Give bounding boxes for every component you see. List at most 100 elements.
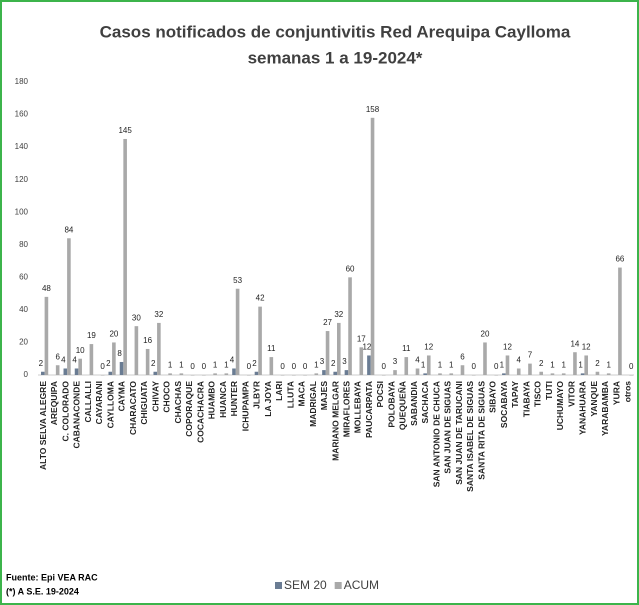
data-label: 42 [256,294,265,303]
data-label: 4 [516,356,521,365]
bar [483,342,487,375]
data-label: 1 [213,360,218,369]
x-tick-label: SAN JUAN DE SIGUAS [443,381,453,474]
data-label: 1 [449,360,454,369]
y-tick-label: 60 [19,272,28,281]
x-tick-label: VITOR [566,381,576,407]
data-label: 1 [550,360,555,369]
data-label: 27 [323,318,332,327]
bar [449,373,454,375]
data-label: 2 [252,359,257,368]
bar [325,331,330,375]
data-label: 0 [202,362,207,371]
y-tick-label: 100 [15,207,29,216]
y-tick-label: 0 [24,370,29,379]
x-tick-label: ALTO SELVA ALEGRE [38,381,48,470]
bar [213,373,217,375]
bar [322,370,326,375]
data-label: 11 [402,344,411,353]
x-tick-label: SANTA ISABEL DE SIGUAS [465,381,475,492]
data-label: 84 [64,225,73,234]
bar [367,355,371,375]
bar [629,375,633,376]
y-tick-label: 120 [15,175,29,184]
data-label: 7 [528,351,533,360]
footnote: Fuente: Epi VEA RAC [6,572,98,582]
data-label: 1 [421,360,426,369]
bar [580,373,585,375]
bar [224,373,229,375]
data-label: 0 [190,362,195,371]
data-label: 53 [233,276,242,285]
x-tick-label: SACHACA [420,381,430,424]
x-tick-label: LA JOYA [263,381,273,417]
bar [153,371,158,375]
data-label: 14 [570,339,579,348]
x-tick-label: TIABAYA [521,381,531,417]
x-tick-label: LARI [274,381,284,401]
data-label: 0 [629,362,634,371]
data-label: 8 [117,349,122,358]
chart-title: Casos notificados de conjuntivitis Red A… [100,22,571,41]
x-tick-label: CHARACATO [128,381,138,435]
y-tick-label: 180 [15,77,29,86]
x-tick-label: SAN ANTONIO DE CHUCA [431,381,441,487]
bar [269,357,274,375]
bar [618,267,622,375]
data-label: 145 [118,126,132,135]
x-tick-label: CAYLLOMA [105,381,115,428]
y-tick-label: 40 [19,305,28,314]
bar [247,375,251,376]
bar [119,361,124,375]
data-label: 4 [230,356,235,365]
bar [528,363,532,375]
data-label: 60 [346,264,355,273]
x-tick-label: MARIANO MELGAR [330,381,340,461]
data-label: 20 [481,330,490,339]
bar [426,355,431,375]
data-label: 1 [224,360,229,369]
x-tick-label: CHACHAS [173,381,183,424]
x-tick-label: SAN JUAN DE TARUCANI [454,381,464,485]
x-tick-label: TUTI [544,381,554,400]
x-tick-label: MACA [297,381,307,407]
bar [100,375,105,376]
bar [280,375,285,376]
x-tick-label: HUANCA [218,381,228,418]
y-tick-label: 20 [19,338,28,347]
x-tick-label: AREQUIPA [49,381,59,425]
data-label: 0 [292,362,297,371]
data-label: 1 [179,360,184,369]
data-label: 16 [143,336,152,345]
data-label: 12 [424,343,433,352]
legend-label: ACUM [344,578,379,592]
bar [404,357,409,375]
data-label: 48 [42,284,51,293]
bar [123,138,127,375]
x-tick-label: SOCABAYA [499,381,509,428]
bar [333,371,337,375]
legend-swatch [275,582,282,589]
bar [423,373,427,375]
bar [134,326,139,375]
bar [539,371,544,375]
data-label: 4 [61,356,66,365]
bar [55,365,60,375]
bar [370,117,375,376]
data-label: 2 [151,359,156,368]
data-label: 4 [72,356,77,365]
bar [179,373,184,375]
bar [344,370,349,375]
bar [348,277,352,375]
x-tick-label: JLBYR [252,381,262,409]
bar [41,371,45,375]
bar [168,373,172,375]
bar [314,373,319,375]
data-label: 6 [460,352,465,361]
x-tick-label: HUAMBO [207,381,217,420]
bar [157,322,161,375]
x-tick-label: CAYARANI [94,381,104,424]
data-label: 6 [55,352,60,361]
data-label: 20 [109,330,118,339]
data-label: 0 [280,362,285,371]
